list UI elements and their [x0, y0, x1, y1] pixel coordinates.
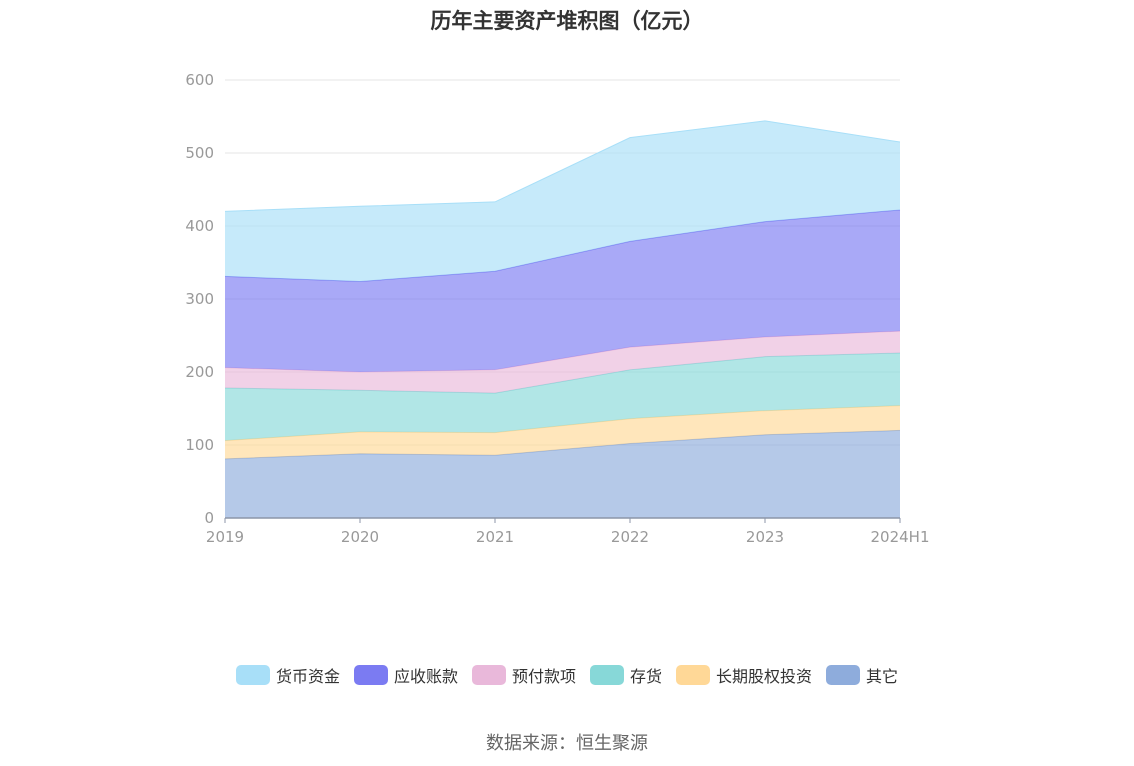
- data-source-note: 数据来源：恒生聚源: [486, 733, 648, 754]
- legend-swatch: [471, 665, 506, 685]
- chart-title: 历年主要资产堆积图（亿元）: [430, 9, 704, 33]
- x-tick-label: 2019: [206, 528, 244, 546]
- area-series-0[interactable]: [225, 430, 900, 518]
- area-series-edge-5: [224, 120, 901, 212]
- y-tick-label: 600: [185, 71, 214, 89]
- legend: 货币资金 应收账款 预付款项 存货 长期股权投资 其它: [0, 663, 1134, 687]
- legend-label: 其它: [866, 667, 899, 686]
- y-tick-label: 300: [185, 290, 214, 308]
- legend-swatch: [353, 665, 388, 685]
- x-tick-label: 2020: [341, 528, 379, 546]
- stacked-area-chart: 0 100 200 300 400 500 600 2019 2020 2021 2022 2023 2…: [185, 71, 929, 546]
- area-series-1[interactable]: [225, 405, 900, 459]
- legend-swatch: [676, 665, 711, 685]
- legend-item[interactable]: 货币资金: [235, 663, 340, 687]
- y-tick-label: 500: [185, 144, 214, 162]
- legend-item[interactable]: 长期股权投资: [676, 663, 812, 687]
- legend-label: 预付款项: [511, 667, 576, 686]
- legend-swatch: [826, 665, 861, 685]
- x-tick-label: 2021: [476, 528, 514, 546]
- legend-swatch: [590, 665, 624, 685]
- x-tick-label: 2022: [611, 528, 649, 546]
- legend-label: 存货: [630, 667, 663, 686]
- y-tick-label: 200: [185, 363, 214, 381]
- legend-label: 长期股权投资: [716, 667, 813, 686]
- legend-item[interactable]: 存货: [590, 663, 662, 687]
- y-tick-label: 100: [185, 436, 214, 454]
- legend-item[interactable]: 预付款项: [471, 663, 576, 687]
- area-series-2[interactable]: [225, 353, 900, 441]
- x-tick-label: 2023: [746, 528, 784, 546]
- y-tick-label: 400: [185, 217, 214, 235]
- area-series-3[interactable]: [225, 331, 900, 394]
- legend-swatch: [235, 665, 270, 685]
- axes: 0 100 200 300 400 500 600 2019 2020 2021 2022 2023 2…: [185, 71, 929, 546]
- area-series-5[interactable]: [225, 120, 900, 282]
- legend-item[interactable]: 应收账款: [353, 663, 458, 687]
- y-tick-label: 0: [204, 509, 214, 527]
- legend-label: 应收账款: [393, 667, 458, 686]
- area-series-4[interactable]: [225, 209, 900, 372]
- legend-label: 货币资金: [275, 667, 340, 686]
- legend-item[interactable]: 其它: [826, 663, 898, 687]
- x-tick-label: 2024H1: [871, 528, 930, 546]
- area-series-layer: [224, 120, 901, 518]
